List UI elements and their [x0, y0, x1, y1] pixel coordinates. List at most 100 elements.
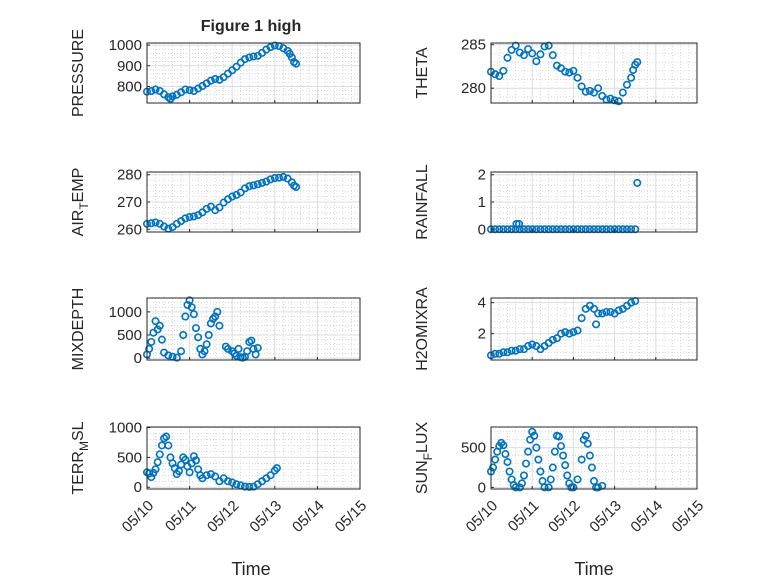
data-point — [581, 431, 590, 440]
data-point — [172, 353, 181, 362]
data-point — [552, 334, 561, 343]
y-tick-label: 4 — [478, 295, 486, 312]
data-point — [548, 51, 557, 60]
data-point — [185, 86, 194, 95]
y-axis-label: RAINFALL — [414, 164, 431, 240]
data-point — [587, 463, 596, 472]
data-point — [515, 219, 524, 228]
data-point — [292, 59, 301, 68]
data-point — [585, 86, 594, 95]
data-point — [594, 84, 603, 93]
data-point — [189, 212, 198, 221]
data-point — [517, 479, 526, 488]
data-point — [573, 475, 582, 484]
data-point — [561, 328, 570, 337]
data-point — [187, 303, 196, 312]
data-point — [532, 443, 541, 452]
y-tick-label: 800 — [117, 78, 142, 95]
data-point — [565, 479, 574, 488]
data-point — [505, 467, 514, 476]
data-point — [633, 178, 642, 187]
y-tick-label: 280 — [461, 80, 486, 97]
data-point — [147, 87, 156, 96]
y-axis-label: PRESSURE — [70, 29, 87, 117]
data-point — [215, 203, 224, 212]
data-point — [266, 471, 275, 480]
data-point — [253, 343, 262, 352]
data-point — [633, 58, 642, 67]
data-point — [573, 326, 582, 335]
figure-title: Figure 1 high — [201, 18, 301, 35]
x-tick-label: 05/14 — [289, 497, 328, 536]
data-point — [223, 477, 232, 486]
data-point — [249, 52, 258, 61]
data-point — [491, 70, 500, 79]
data-point — [279, 172, 288, 181]
data-point — [275, 173, 284, 182]
data-point — [532, 57, 541, 66]
data-point — [153, 458, 162, 467]
panel-air-temp: 260 270 280 AIRTEMP — [70, 167, 361, 238]
x-tick-label: 05/15 — [669, 497, 708, 536]
y-tick-label: 1000 — [109, 37, 142, 54]
data-point — [181, 312, 190, 321]
y-axis-label: SUNFLUX — [414, 422, 435, 495]
data-point — [565, 329, 574, 338]
data-point — [548, 335, 557, 344]
data-point — [589, 88, 598, 97]
data-point — [240, 482, 249, 491]
data-point — [536, 467, 545, 476]
data-point — [503, 348, 512, 357]
data-point — [147, 473, 156, 482]
data-point — [627, 298, 636, 307]
data-point — [202, 204, 211, 213]
y-tick-label: 280 — [117, 167, 142, 184]
y-tick-label: 500 — [117, 449, 142, 466]
data-point — [292, 183, 301, 192]
data-point — [232, 480, 241, 489]
data-point — [491, 455, 500, 464]
data-point — [522, 459, 531, 468]
plot-area — [147, 298, 360, 360]
data-point — [530, 431, 539, 440]
x-axis-label-right: Time — [574, 559, 613, 579]
y-axis-label: MIXDEPTH — [70, 288, 87, 371]
data-point — [577, 314, 586, 323]
plot-area — [147, 427, 360, 489]
y-tick-label: 1 — [478, 194, 486, 211]
data-point — [606, 307, 615, 316]
data-point — [583, 439, 592, 448]
data-point — [569, 66, 578, 75]
data-point — [622, 80, 631, 89]
data-point — [151, 465, 160, 474]
x-tick-label: 05/10 — [119, 497, 158, 536]
data-point — [206, 76, 215, 85]
data-point — [272, 464, 281, 473]
data-point — [592, 320, 601, 329]
axes-box — [146, 42, 361, 104]
data-point — [194, 333, 203, 342]
axes-box — [490, 426, 698, 490]
data-point — [610, 96, 619, 105]
panel-mixdepth: 0 500 1000 MIXDEPTH — [70, 288, 361, 371]
data-point — [185, 213, 194, 222]
data-point — [618, 88, 627, 97]
data-point — [565, 68, 574, 77]
data-point — [524, 342, 533, 351]
x-tick-label: 05/14 — [627, 497, 666, 536]
panel-terr-msl: 0 500 1000 05/10 05/11 05/12 05/13 05/14 05/15 TE… — [70, 420, 370, 536]
data-point — [614, 306, 623, 315]
data-point — [579, 435, 588, 444]
data-point — [598, 309, 607, 318]
y-tick-label: 2 — [478, 326, 486, 343]
data-point — [236, 188, 245, 197]
data-point — [202, 471, 211, 480]
data-point — [270, 41, 279, 50]
y-tick-label: 270 — [117, 194, 142, 211]
x-tick-label: 05/12 — [204, 497, 243, 536]
y-tick-label: 260 — [117, 221, 142, 238]
data-point — [189, 310, 198, 319]
y-axis-label: H2OMIXRA — [414, 287, 431, 371]
data-point — [589, 304, 598, 313]
data-point — [177, 347, 186, 356]
